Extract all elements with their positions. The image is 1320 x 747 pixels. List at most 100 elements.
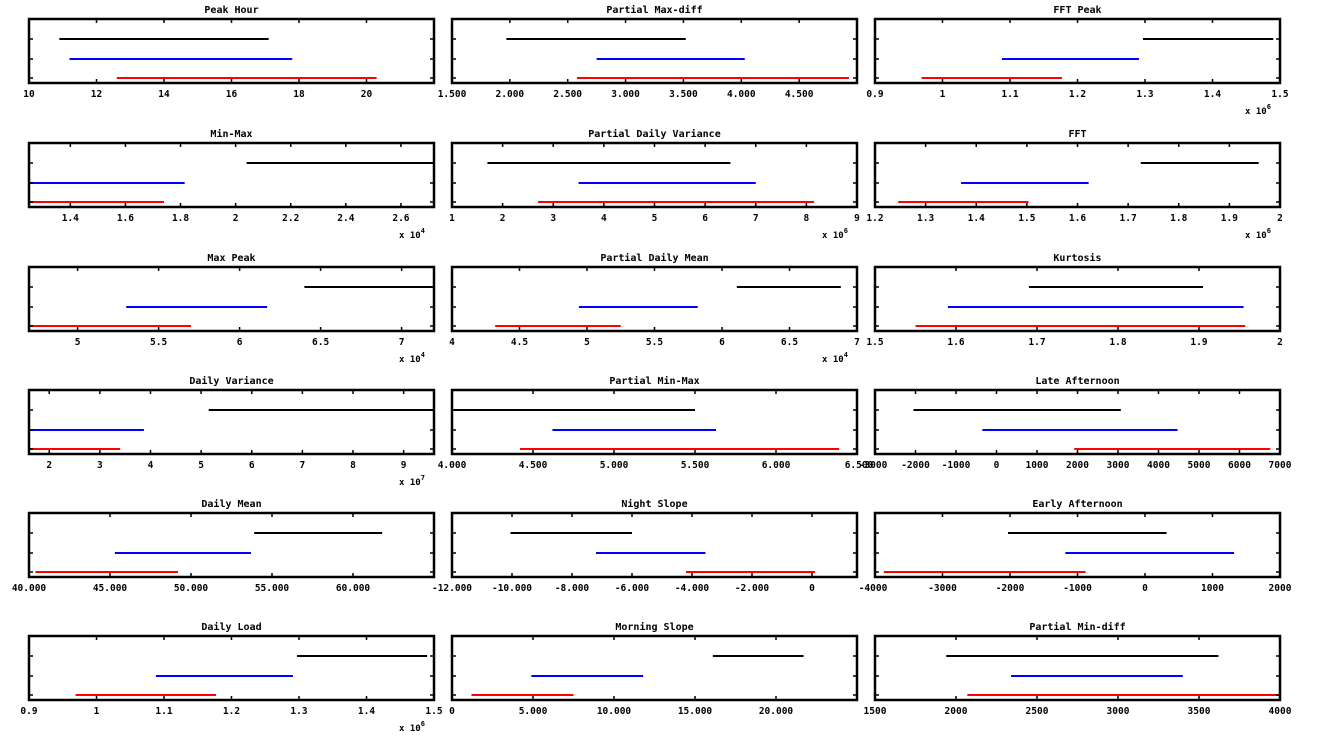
kurtosis-xtick-label: 1.9 — [1190, 337, 1207, 348]
early-afternoon-xtick-label: 0 — [1142, 583, 1148, 594]
fft-peak-xtick-label: 1 — [940, 89, 946, 100]
peak-hour-axes-frame — [27, 17, 436, 85]
daily-load-xtick-label: 1 — [94, 706, 100, 717]
max-peak-xtick-label: 5 — [75, 337, 81, 348]
partial-daily-variance-xtick-label: 1 — [449, 213, 455, 224]
partial-daily-variance-xtick-label: 5 — [652, 213, 658, 224]
partial-daily-mean-xtick-label: 4 — [449, 337, 455, 348]
partial-max-diff-axes-frame — [450, 17, 859, 85]
night-slope-axes-frame — [450, 511, 859, 579]
peak-hour-xtick-label: 18 — [293, 89, 305, 100]
late-afternoon-xtick-label: 3000 — [1107, 460, 1130, 471]
late-afternoon-xtick-label: 6000 — [1228, 460, 1251, 471]
kurtosis-xtick-label: 1.7 — [1028, 337, 1045, 348]
late-afternoon-title: Late Afternoon — [1035, 376, 1119, 387]
partial-daily-variance-chart: Partial Daily Variance 1 2 3 4 5 6 7 8 9 x 106 — [449, 128, 860, 241]
daily-load-xtick-label: 1.4 — [358, 706, 375, 717]
peak-hour-xtick-label: 12 — [91, 89, 102, 100]
partial-daily-variance-xtick-label: 7 — [753, 213, 759, 224]
min-max-title: Min-Max — [210, 128, 252, 140]
fft-xtick-label: 1.5 — [1018, 213, 1035, 224]
partial-min-diff-xtick-label: 1500 — [864, 706, 887, 717]
min-max-axes-frame — [27, 141, 436, 209]
daily-mean-chart: Daily Mean 40.000 45.000 50.000 55.000 60.000 — [12, 498, 436, 594]
partial-min-max-xtick-label: 6.500 — [845, 460, 874, 471]
late-afternoon-xtick-label: 2000 — [1066, 460, 1089, 471]
daily-variance-xtick-label: 3 — [97, 460, 103, 471]
partial-max-diff-xtick-label: 4.500 — [785, 89, 814, 100]
partial-daily-mean-xtick-label: 5.5 — [646, 337, 663, 348]
daily-mean-xtick-label: 40.000 — [12, 583, 47, 594]
partial-daily-variance-xtick-label: 8 — [804, 213, 810, 224]
daily-variance-title: Daily Variance — [189, 375, 273, 387]
partial-min-diff-xtick-label: 3000 — [1107, 706, 1130, 717]
daily-variance-xtick-label: 4 — [148, 460, 154, 471]
morning-slope-xtick-label: 0 — [449, 706, 455, 717]
daily-variance-xtick-label: 8 — [350, 460, 356, 471]
night-slope-xtick-label: -4.000 — [675, 583, 710, 594]
max-peak-xtick-label: 7 — [399, 337, 405, 348]
partial-max-diff-title: Partial Max-diff — [606, 4, 702, 16]
fft-peak-xtick-label: 1.2 — [1069, 89, 1086, 100]
fft-title: FFT — [1068, 129, 1086, 140]
daily-variance-axes-frame — [27, 388, 436, 456]
max-peak-axis-multiplier: x 104 — [399, 351, 425, 365]
fft-peak-xtick-label: 1.4 — [1204, 89, 1221, 100]
daily-load-xtick-label: 0.9 — [20, 706, 37, 717]
late-afternoon-xtick-label: 7000 — [1269, 460, 1292, 471]
early-afternoon-xtick-label: 2000 — [1269, 583, 1292, 594]
late-afternoon-xtick-label: -3000 — [859, 460, 888, 471]
daily-variance-xtick-label: 6 — [249, 460, 255, 471]
partial-min-diff-chart: Partial Min-diff 1500 2000 2500 3000 3500 4000 — [864, 621, 1292, 717]
partial-max-diff-xtick-label: 2.000 — [496, 89, 525, 100]
partial-daily-variance-xtick-label: 6 — [702, 213, 708, 224]
kurtosis-axes-frame — [873, 265, 1282, 333]
partial-daily-mean-xtick-label: 5 — [584, 337, 590, 348]
daily-variance-xtick-label: 5 — [198, 460, 204, 471]
partial-min-diff-xtick-label: 4000 — [1269, 706, 1292, 717]
early-afternoon-xtick-label: -3000 — [928, 583, 957, 594]
late-afternoon-xtick-label: -1000 — [942, 460, 971, 471]
fft-peak-xtick-label: 1.3 — [1136, 89, 1153, 100]
fft-peak-xtick-label: 1.5 — [1271, 89, 1288, 100]
min-max-xtick-label: 2.4 — [337, 213, 354, 224]
min-max-xtick-label: 2.2 — [282, 213, 299, 224]
kurtosis-title: Kurtosis — [1053, 252, 1101, 264]
min-max-xtick-label: 1.4 — [62, 213, 79, 224]
daily-load-xtick-label: 1.5 — [425, 706, 442, 717]
partial-daily-variance-xtick-label: 3 — [550, 213, 556, 224]
partial-daily-mean-chart: Partial Daily Mean 4 4.5 5 5.5 6 6.5 7 x 104 — [449, 252, 860, 365]
late-afternoon-xtick-label: -2000 — [901, 460, 930, 471]
early-afternoon-chart: Early Afternoon -3000 -2000 -1000 0 1000 2000 -… — [859, 499, 1292, 594]
fft-xtick-label: 1.9 — [1221, 213, 1238, 224]
partial-min-max-xtick-label: 4.500 — [519, 460, 548, 471]
partial-min-max-xtick-label: 6.000 — [762, 460, 791, 471]
partial-min-max-xtick-label: 5.000 — [600, 460, 629, 471]
partial-max-diff-xtick-label: 4.000 — [727, 89, 756, 100]
fft-xtick-label: 1.4 — [968, 213, 985, 224]
fft-xtick-label: 1.7 — [1120, 213, 1137, 224]
partial-min-max-chart: Partial Min-Max 4.000 4.500 5.000 5.500 6.000… — [438, 375, 874, 471]
min-max-xtick-label: 2.6 — [392, 213, 409, 224]
peak-hour-chart: Peak Hour 10 12 14 16 18 20 — [23, 5, 436, 100]
max-peak-xtick-label: 6 — [237, 337, 243, 348]
partial-daily-variance-xtick-label: 4 — [601, 213, 607, 224]
night-slope-xtick-label: -10.000 — [492, 583, 532, 594]
max-peak-title: Max Peak — [207, 253, 255, 264]
morning-slope-title: Morning Slope — [615, 621, 693, 633]
min-max-xtick-label: 1.6 — [117, 213, 134, 224]
partial-daily-mean-xtick-label: 7 — [854, 337, 860, 348]
early-afternoon-axes-frame — [873, 511, 1282, 579]
partial-daily-mean-xtick-label: 6.5 — [781, 337, 798, 348]
morning-slope-xtick-label: 5.000 — [519, 706, 548, 717]
partial-min-diff-xtick-label: 3500 — [1188, 706, 1211, 717]
partial-daily-variance-xtick-label: 2 — [500, 213, 506, 224]
kurtosis-xtick-label: 1.6 — [947, 337, 964, 348]
min-max-chart: Min-Max 1.4 1.6 1.8 2 2.2 2.4 2.6 x 104 — [27, 128, 436, 241]
fft-peak-xtick-label: 1.1 — [1001, 89, 1018, 100]
daily-mean-axes-frame — [27, 511, 436, 579]
morning-slope-xtick-label: 20.000 — [759, 706, 794, 717]
partial-max-diff-xtick-label: 3.000 — [611, 89, 640, 100]
fft-peak-chart: FFT Peak 0.9 1 1.1 1.2 1.3 1.4 1.5x 106 — [866, 5, 1288, 117]
early-afternoon-xtick-label: -4000 — [859, 583, 888, 594]
